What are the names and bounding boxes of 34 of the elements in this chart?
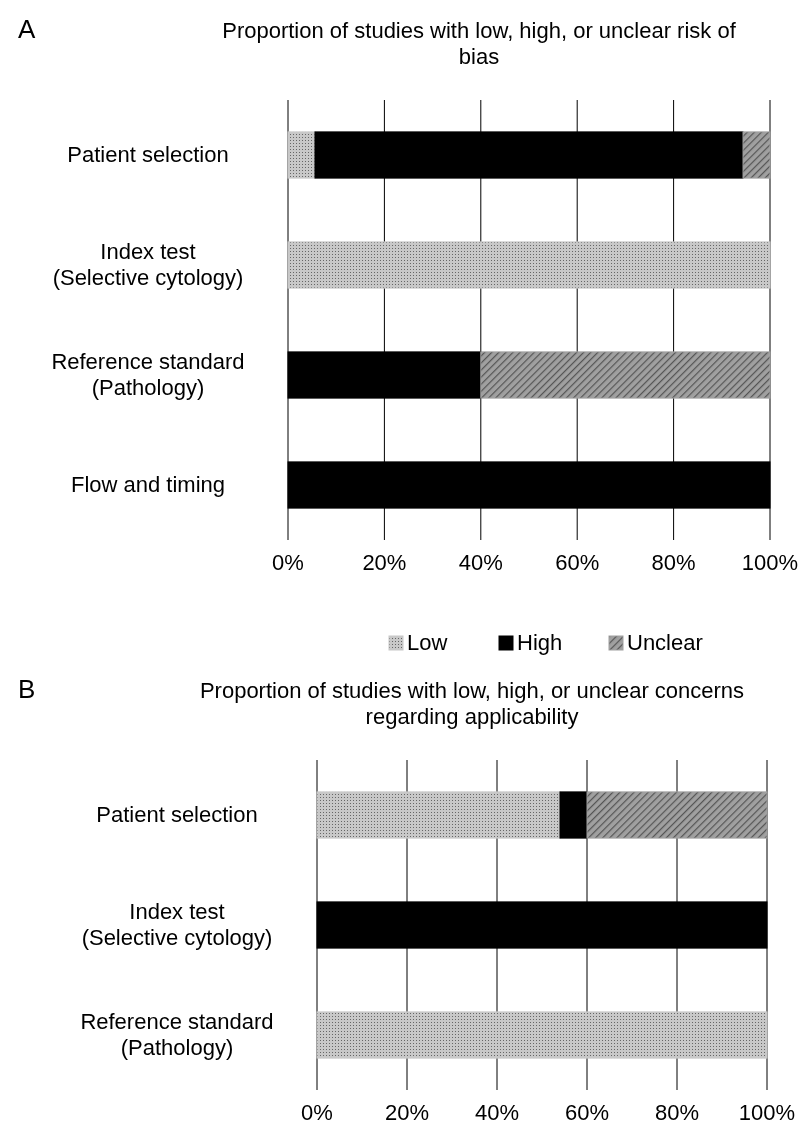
x-tick-label: 0% — [272, 550, 304, 575]
x-tick-label: 40% — [474, 1100, 520, 1125]
chart-title: Proportion of studies with low, high, or unclear concerns regarding applicability — [199, 678, 745, 729]
bar — [742, 131, 771, 179]
bar — [559, 791, 588, 839]
x-tick-label: 40% — [458, 550, 503, 575]
x-tick-label: 80% — [651, 550, 696, 575]
text: B — [18, 674, 36, 704]
y-tick-label: Index test (Selective cytology) — [81, 899, 273, 950]
y-tick-label: Reference standard (Pathology) — [51, 349, 245, 400]
x-tick-label: 60% — [564, 1100, 610, 1125]
legend-label: Low — [407, 630, 448, 655]
legend-label: Unclear — [627, 630, 703, 655]
y-tick-label: Index test (Selective cytology) — [52, 239, 244, 290]
y-tick-label: Flow and timing — [70, 472, 226, 497]
y-tick-label: Patient selection — [96, 802, 258, 827]
chart-title: Proportion of studies with low, high, or unclear risk of bias — [222, 18, 737, 69]
bar — [287, 241, 771, 289]
x-tick-label: 20% — [362, 550, 407, 575]
bar — [586, 791, 768, 839]
bar — [316, 1011, 768, 1059]
x-tick-label: 0% — [301, 1100, 333, 1125]
x-tick-label: 100% — [741, 550, 799, 575]
x-tick-label: 60% — [555, 550, 600, 575]
y-tick-label: Reference standard (Pathology) — [80, 1009, 274, 1060]
bar — [287, 131, 316, 179]
x-tick-label: 100% — [738, 1100, 796, 1125]
legend-label: High — [517, 630, 563, 655]
x-tick-label: 20% — [384, 1100, 430, 1125]
bar — [316, 791, 561, 839]
bar — [480, 351, 771, 399]
x-tick-label: 80% — [654, 1100, 700, 1125]
y-tick-label: Patient selection — [67, 142, 229, 167]
text: A — [18, 14, 36, 44]
